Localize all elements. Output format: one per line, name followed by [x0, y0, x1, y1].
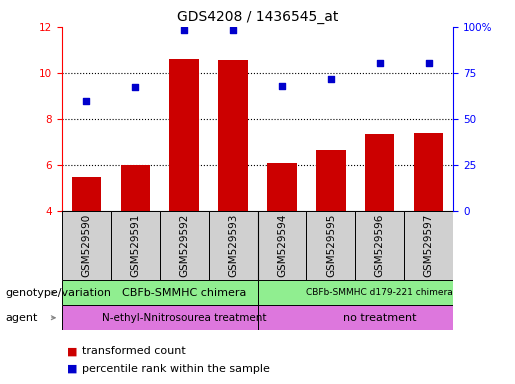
Bar [121, 165, 150, 211]
Bar [365, 134, 394, 211]
Text: GSM529592: GSM529592 [179, 214, 189, 278]
FancyBboxPatch shape [62, 211, 111, 280]
FancyBboxPatch shape [209, 211, 258, 280]
FancyBboxPatch shape [62, 280, 258, 305]
Bar [316, 150, 346, 211]
FancyBboxPatch shape [111, 211, 160, 280]
FancyBboxPatch shape [62, 305, 258, 330]
Text: agent: agent [5, 313, 38, 323]
Text: GSM529593: GSM529593 [228, 214, 238, 278]
Bar [267, 163, 297, 211]
Text: GSM529590: GSM529590 [81, 214, 91, 277]
Text: ■: ■ [67, 346, 77, 356]
Text: GSM529591: GSM529591 [130, 214, 140, 278]
FancyBboxPatch shape [258, 305, 453, 330]
Point [327, 76, 335, 82]
Bar [218, 60, 248, 211]
Point [82, 98, 91, 104]
Bar [414, 133, 443, 211]
Text: no treatment: no treatment [343, 313, 417, 323]
Text: GSM529597: GSM529597 [424, 214, 434, 278]
FancyBboxPatch shape [160, 211, 209, 280]
Point [229, 27, 237, 33]
Text: CBFb-SMMHC d179-221 chimera: CBFb-SMMHC d179-221 chimera [306, 288, 453, 297]
Text: ■: ■ [67, 364, 77, 374]
Text: GSM529594: GSM529594 [277, 214, 287, 278]
Text: transformed count: transformed count [82, 346, 186, 356]
FancyBboxPatch shape [404, 211, 453, 280]
Text: N-ethyl-Nnitrosourea treatment: N-ethyl-Nnitrosourea treatment [102, 313, 266, 323]
Bar [72, 177, 101, 211]
Point [424, 60, 433, 66]
Title: GDS4208 / 1436545_at: GDS4208 / 1436545_at [177, 10, 338, 25]
FancyBboxPatch shape [258, 211, 306, 280]
Point [131, 84, 139, 90]
Text: percentile rank within the sample: percentile rank within the sample [82, 364, 270, 374]
Point [375, 60, 384, 66]
FancyBboxPatch shape [306, 211, 355, 280]
FancyBboxPatch shape [355, 211, 404, 280]
Point [278, 83, 286, 89]
Text: GSM529595: GSM529595 [326, 214, 336, 278]
Point [180, 27, 188, 33]
Text: GSM529596: GSM529596 [375, 214, 385, 278]
Text: CBFb-SMMHC chimera: CBFb-SMMHC chimera [122, 288, 246, 298]
Text: genotype/variation: genotype/variation [5, 288, 111, 298]
FancyBboxPatch shape [258, 280, 453, 305]
Bar [169, 59, 199, 211]
